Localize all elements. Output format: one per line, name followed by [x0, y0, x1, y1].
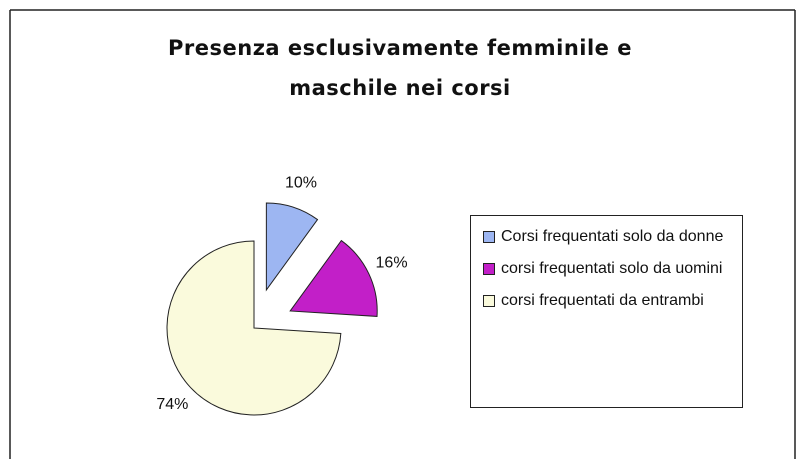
- legend-label: corsi frequentati da entrambi: [501, 292, 704, 309]
- legend-entry: corsi frequentati da entrambi: [483, 290, 734, 312]
- legend-swatch: [483, 295, 495, 307]
- legend-swatch: [483, 263, 495, 275]
- legend-swatch: [483, 231, 495, 243]
- data-label: 10%: [285, 175, 317, 192]
- pie-slice: [289, 239, 378, 317]
- legend-label: Corsi frequentati solo da donne: [501, 228, 724, 245]
- legend-label: corsi frequentati solo da uomini: [501, 260, 723, 277]
- pie-slice: [265, 202, 319, 292]
- legend-entry: corsi frequentati solo da uomini: [483, 258, 734, 280]
- pie-slice: [166, 240, 342, 416]
- chart-title: Presenza esclusivamente femminile e masc…: [168, 36, 632, 100]
- data-label: 74%: [156, 396, 188, 413]
- legend-entry: Corsi frequentati solo da donne: [483, 226, 734, 248]
- data-label: 16%: [376, 255, 408, 272]
- legend: Corsi frequentati solo da donne corsi fre…: [470, 215, 743, 408]
